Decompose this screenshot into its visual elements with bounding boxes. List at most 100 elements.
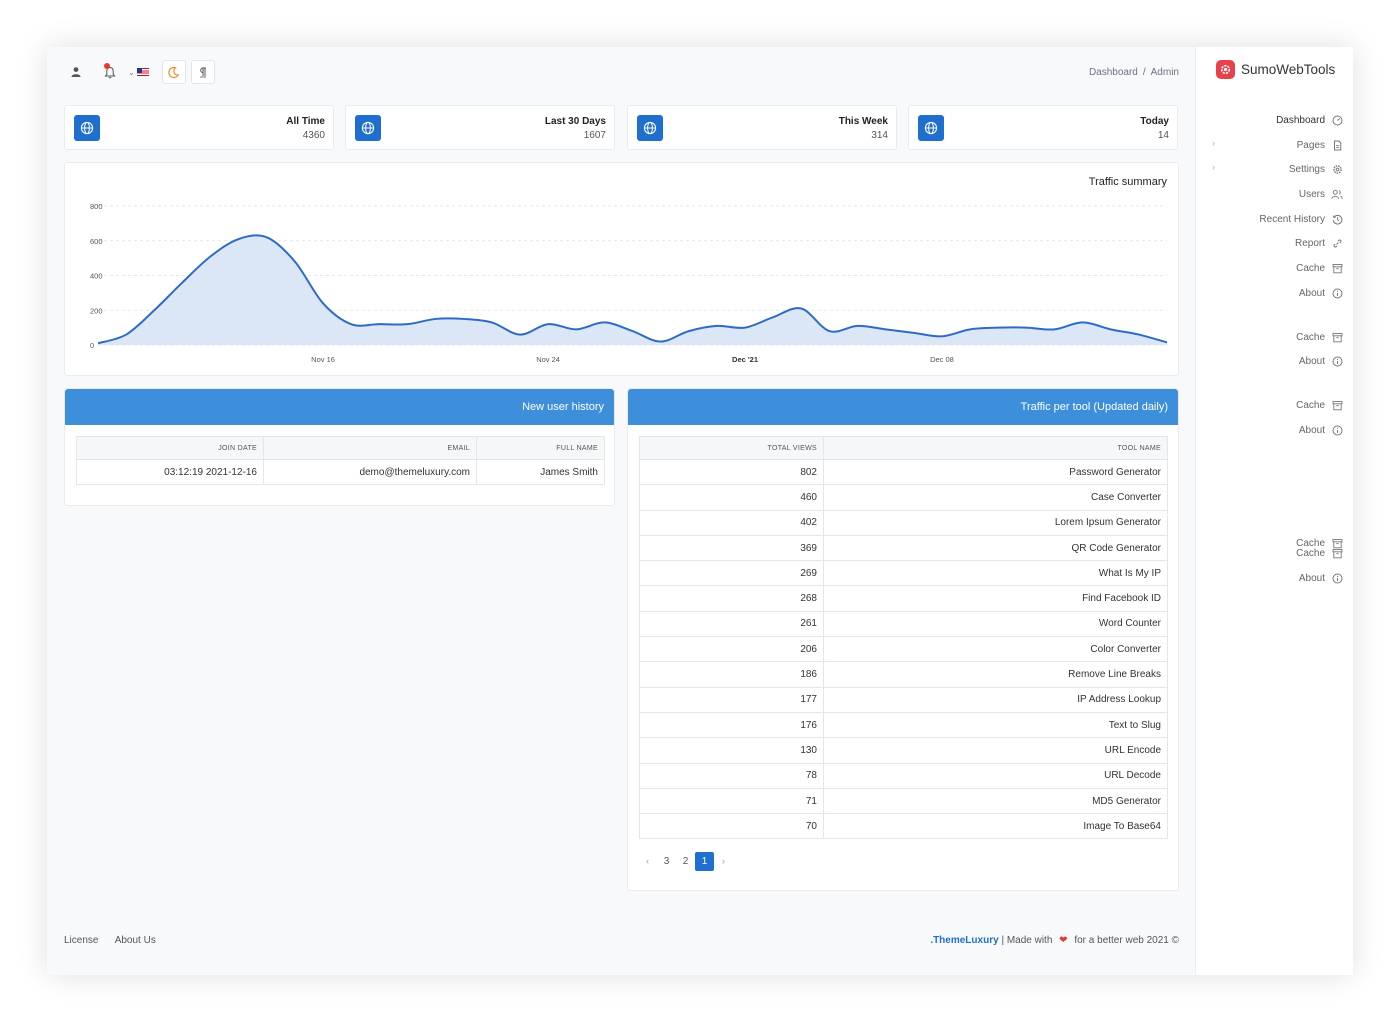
pagination-page-1[interactable]: 1 bbox=[695, 852, 714, 871]
sidebar-item-label: Settings bbox=[1288, 163, 1325, 175]
tool-name-cell: Word Counter bbox=[823, 610, 1168, 638]
panel-header: Traffic per tool (Updated daily) bbox=[628, 389, 1178, 425]
pagination-page-3[interactable]: 3 bbox=[663, 856, 670, 867]
views-cell: 802 bbox=[639, 458, 824, 486]
column-header-join-date[interactable]: JOIN DATE bbox=[76, 436, 264, 460]
logo-icon bbox=[1216, 60, 1235, 79]
archive-icon bbox=[1331, 331, 1343, 343]
brand-link[interactable]: .ThemeLuxury bbox=[930, 935, 999, 946]
column-header-full-name[interactable]: FULL NAME bbox=[476, 436, 605, 460]
footer-credit: .ThemeLuxury | Made with ❤ for a better … bbox=[930, 935, 1179, 946]
bell-icon[interactable] bbox=[98, 60, 122, 84]
views-cell: 269 bbox=[639, 560, 824, 587]
chevron-right-icon[interactable]: › bbox=[1212, 162, 1215, 172]
tool-name-cell: Color Converter bbox=[823, 636, 1168, 663]
tool-name-cell: URL Encode bbox=[823, 737, 1168, 764]
globe-icon bbox=[74, 115, 100, 141]
sidebar-item-label: Recent History bbox=[1259, 213, 1325, 225]
sidebar-item-about[interactable]: About bbox=[1299, 285, 1343, 301]
table-row: 176 Text to Slug bbox=[639, 711, 1168, 739]
main-content: ⌄ Dashboard / Admin All Time 4360 Last 30 … bbox=[47, 47, 1195, 975]
breadcrumb-separator: / bbox=[1142, 67, 1146, 78]
tagline-text: for a better web 2021 © bbox=[1074, 935, 1179, 946]
license-link[interactable]: License bbox=[64, 935, 99, 946]
y-tick-label: 800 bbox=[90, 202, 103, 211]
pilcrow-icon[interactable] bbox=[190, 60, 215, 84]
panel-title: New user history bbox=[522, 401, 604, 413]
users-table: JOIN DATE EMAIL FULL NAME 03:12:19 2021-… bbox=[76, 436, 605, 485]
globe-icon bbox=[637, 115, 663, 141]
file-icon bbox=[1331, 139, 1343, 151]
traffic-summary-card: Traffic summary 0 200 400 600 800 Nov 16 Nov 2… bbox=[64, 162, 1179, 376]
pagination-page-2[interactable]: 2 bbox=[682, 856, 689, 867]
tool-name-cell: Image To Base64 bbox=[823, 813, 1168, 840]
us-flag-icon[interactable] bbox=[136, 68, 149, 76]
sidebar-item-cache[interactable]: Cache bbox=[1296, 329, 1343, 345]
breadcrumb: Dashboard / Admin bbox=[1089, 67, 1179, 78]
column-header-total-views[interactable]: TOTAL VIEWS bbox=[639, 436, 824, 460]
sidebar-item-label: Dashboard bbox=[1276, 114, 1325, 126]
sidebar-item-cache[interactable]: Cache bbox=[1296, 397, 1343, 413]
moon-icon[interactable] bbox=[161, 60, 186, 84]
breadcrumb-dashboard[interactable]: Dashboard bbox=[1088, 67, 1138, 78]
sidebar-item-pages[interactable]: Pages bbox=[1297, 137, 1343, 153]
sidebar-item-cache[interactable]: Cache bbox=[1296, 535, 1343, 551]
footer-links: License About Us bbox=[64, 935, 170, 946]
x-tick-label: Nov 16 bbox=[311, 355, 335, 364]
column-header-tool-name[interactable]: TOOL NAME bbox=[823, 436, 1168, 460]
pagination-prev[interactable]: ‹ bbox=[646, 856, 649, 866]
join-date-cell: 03:12:19 2021-12-16 bbox=[76, 459, 264, 485]
tool-name-cell: Password Generator bbox=[823, 458, 1168, 486]
gear-icon bbox=[1331, 163, 1343, 175]
sidebar-item-label: Cache bbox=[1296, 262, 1325, 274]
views-cell: 369 bbox=[639, 534, 824, 562]
logo[interactable]: SumoWebTools bbox=[1216, 60, 1335, 79]
y-tick-label: 600 bbox=[90, 237, 103, 246]
table-row: 460 Case Converter bbox=[639, 484, 1168, 511]
tool-name-cell: Find Facebook ID bbox=[823, 585, 1168, 612]
dashboard-icon bbox=[1331, 114, 1343, 126]
globe-icon bbox=[355, 115, 381, 141]
sidebar-item-recent-history[interactable]: Recent History bbox=[1259, 211, 1343, 227]
sidebar-item-cache[interactable]: Cache bbox=[1296, 260, 1343, 276]
pagination-next[interactable]: › bbox=[722, 856, 725, 866]
panel-title: Traffic per tool (Updated daily) bbox=[1020, 401, 1168, 413]
views-cell: 71 bbox=[639, 787, 824, 815]
made-with-text: | Made with bbox=[1001, 935, 1053, 946]
sidebar-item-label: About bbox=[1298, 572, 1325, 584]
sidebar-item-label: Pages bbox=[1296, 139, 1325, 151]
sidebar-item-settings[interactable]: Settings bbox=[1289, 161, 1343, 177]
traffic-per-tool-panel: Traffic per tool (Updated daily) TOTAL V… bbox=[627, 388, 1179, 891]
app-window: ⌄ Dashboard / Admin All Time 4360 Last 30 … bbox=[47, 47, 1353, 975]
views-cell: 78 bbox=[639, 762, 824, 789]
table-row: 269 What Is My IP bbox=[639, 560, 1168, 587]
sidebar-item-about[interactable]: About bbox=[1299, 353, 1343, 369]
table-row: 177 IP Address Lookup bbox=[639, 686, 1168, 713]
sidebar-item-label: About bbox=[1298, 355, 1325, 367]
sidebar-item-dashboard[interactable]: Dashboard bbox=[1276, 112, 1343, 128]
tool-name-cell: Lorem Ipsum Generator bbox=[823, 509, 1168, 536]
sidebar-item-cache[interactable]: Cache bbox=[1296, 545, 1343, 561]
stat-label: Last 30 Days bbox=[544, 116, 606, 127]
table-row: 268 Find Facebook ID bbox=[639, 585, 1168, 612]
sidebar-item-about[interactable]: About bbox=[1299, 570, 1343, 586]
y-tick-label: 200 bbox=[90, 306, 103, 315]
info-icon bbox=[1331, 287, 1343, 299]
series-line bbox=[97, 234, 1168, 345]
about-us-link[interactable]: About Us bbox=[114, 935, 156, 946]
series-area bbox=[98, 235, 1167, 345]
sidebar-item-about[interactable]: About bbox=[1299, 422, 1343, 438]
chevron-down-icon[interactable]: ⌄ bbox=[128, 67, 135, 77]
user-icon[interactable] bbox=[64, 60, 88, 84]
y-tick-label: 400 bbox=[90, 272, 103, 281]
archive-icon bbox=[1331, 262, 1343, 274]
tool-name-cell: Case Converter bbox=[823, 484, 1168, 511]
chevron-right-icon[interactable]: › bbox=[1212, 138, 1215, 148]
tool-name-cell: MD5 Generator bbox=[823, 787, 1168, 815]
sidebar-item-report[interactable]: Report bbox=[1295, 235, 1343, 251]
sidebar-item-users[interactable]: Users bbox=[1299, 186, 1343, 202]
x-tick-label: Nov 24 bbox=[536, 355, 560, 364]
stat-card-last-30-days: Last 30 Days 1607 bbox=[345, 105, 615, 150]
info-icon bbox=[1331, 424, 1343, 436]
column-header-email[interactable]: EMAIL bbox=[263, 436, 477, 460]
